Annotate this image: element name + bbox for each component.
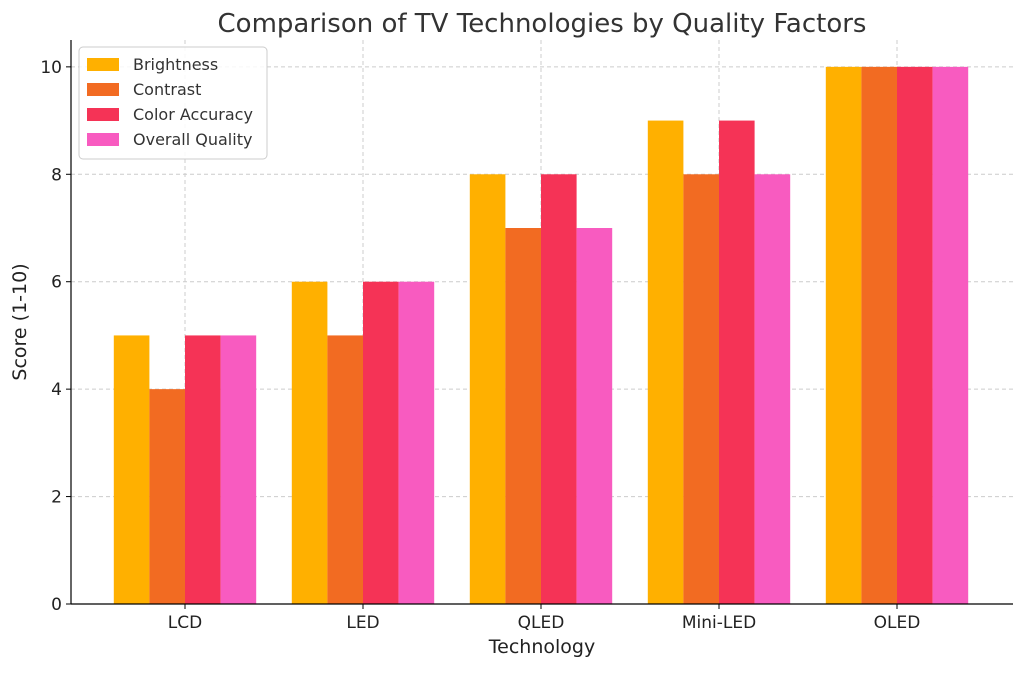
legend-label: Overall Quality — [133, 130, 252, 149]
x-axis-label: Technology — [488, 636, 595, 658]
chart-title: Comparison of TV Technologies by Quality… — [218, 9, 867, 39]
bar-contrast-qled — [505, 228, 541, 604]
legend-swatch — [87, 108, 119, 121]
bar-brightness-mini-led — [647, 120, 684, 605]
ticks: LCD LED QLED Mini-LED OLED 0 2 4 6 8 10 — [40, 58, 920, 633]
y-tick-label: 0 — [51, 595, 62, 615]
bar-overall-quality-qled — [576, 228, 613, 604]
x-tick-label: OLED — [874, 613, 921, 633]
bar-brightness-oled — [825, 66, 862, 605]
bar-contrast-lcd — [149, 389, 185, 604]
bar-color-accuracy-lcd — [185, 335, 221, 604]
x-tick-label: LED — [346, 613, 379, 633]
bar-color-accuracy-mini-led — [719, 120, 755, 605]
x-tick-label: LCD — [168, 613, 202, 633]
legend-box — [78, 46, 268, 160]
bar-overall-quality-led — [398, 281, 435, 604]
y-axis-label: Score (1-10) — [9, 263, 31, 380]
bars — [113, 66, 969, 605]
bar-brightness-led — [291, 281, 328, 604]
bar-color-accuracy-led — [363, 281, 399, 604]
bar-brightness-qled — [469, 174, 506, 605]
axes — [70, 40, 1013, 605]
y-tick-label: 2 — [51, 488, 62, 508]
legend-label: Color Accuracy — [133, 105, 253, 124]
y-tick-label: 10 — [40, 58, 62, 78]
legend-swatch — [87, 83, 119, 96]
legend-swatch — [87, 58, 119, 71]
y-tick-label: 8 — [51, 165, 62, 185]
bar-overall-quality-oled — [932, 66, 969, 605]
bar-color-accuracy-oled — [897, 66, 933, 605]
y-tick-label: 4 — [51, 380, 62, 400]
x-tick-label: QLED — [518, 613, 565, 633]
legend: Brightness Contrast Color Accuracy Overall … — [78, 46, 268, 160]
bar-contrast-mini-led — [683, 174, 719, 605]
bar-color-accuracy-qled — [541, 174, 577, 605]
legend-swatch — [87, 133, 119, 146]
bar-overall-quality-mini-led — [754, 174, 791, 605]
legend-label: Brightness — [133, 55, 218, 74]
bar-contrast-led — [327, 335, 363, 604]
bar-overall-quality-lcd — [220, 335, 257, 604]
bar-brightness-lcd — [113, 335, 150, 604]
legend-label: Contrast — [133, 80, 201, 99]
x-tick-label: Mini-LED — [682, 613, 756, 633]
bar-contrast-oled — [861, 66, 897, 605]
y-tick-label: 6 — [51, 273, 62, 293]
